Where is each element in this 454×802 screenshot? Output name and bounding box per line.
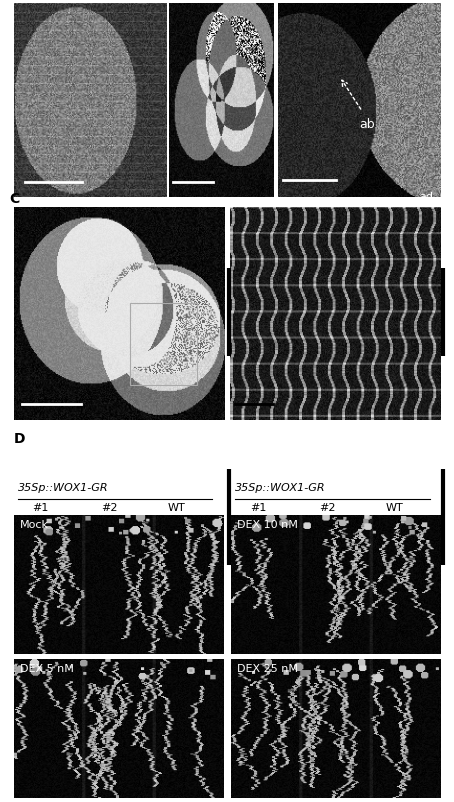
Text: D: D [14, 431, 25, 445]
Text: Mock: Mock [20, 520, 49, 529]
Text: DEX 10 nM: DEX 10 nM [237, 520, 298, 529]
Text: #2: #2 [102, 502, 118, 512]
Text: WT: WT [385, 502, 403, 512]
Text: #1: #1 [33, 502, 49, 512]
Text: C: C [10, 192, 20, 205]
Text: #2: #2 [319, 502, 336, 512]
Text: ab: ab [360, 117, 375, 131]
Text: DEX 25 nM: DEX 25 nM [237, 663, 298, 674]
Bar [130, 304, 197, 385]
Text: B: B [271, 0, 282, 2]
Text: 35Sp::WOX1-GR: 35Sp::WOX1-GR [18, 483, 109, 492]
Text: 35Sp::WOX1-GR: 35Sp::WOX1-GR [235, 483, 326, 492]
Text: A: A [10, 0, 21, 2]
Text: WT: WT [168, 502, 186, 512]
Text: #1: #1 [250, 502, 266, 512]
Text: ad: ad [420, 192, 434, 201]
Text: DEX 5 nM: DEX 5 nM [20, 663, 74, 674]
